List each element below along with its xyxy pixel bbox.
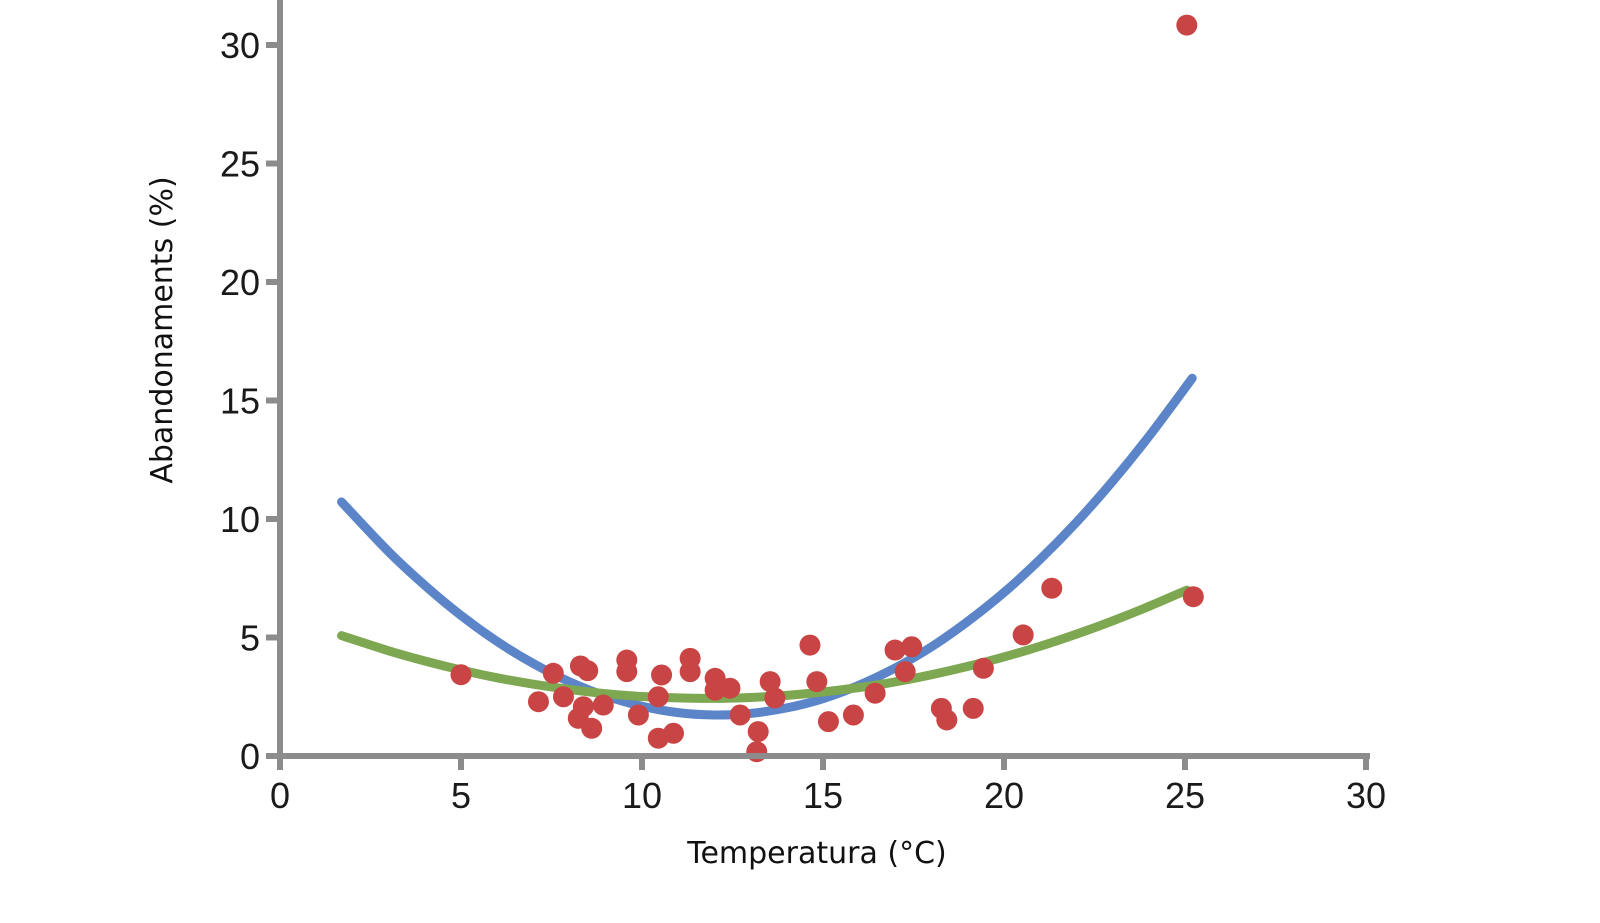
data-point bbox=[527, 691, 549, 713]
data-point bbox=[1041, 577, 1063, 599]
axes bbox=[271, 0, 1370, 765]
x-tick-label: 0 bbox=[270, 775, 290, 816]
data-point bbox=[884, 639, 906, 661]
y-tick-label: 20 bbox=[220, 262, 260, 303]
data-point bbox=[542, 662, 564, 684]
data-point bbox=[552, 686, 574, 708]
data-point bbox=[679, 661, 701, 683]
data-point bbox=[651, 664, 673, 686]
data-point bbox=[1176, 14, 1198, 36]
y-tick-label: 0 bbox=[240, 736, 260, 777]
x-axis-title: Temperatura (°C) bbox=[686, 836, 947, 871]
y-ticks: 0 5 10 15 20 25 30 bbox=[220, 25, 280, 777]
x-tick-label: 10 bbox=[622, 775, 662, 816]
data-point bbox=[806, 671, 828, 693]
data-point bbox=[894, 661, 916, 683]
y-axis-title: Abandonaments (%) bbox=[145, 176, 180, 483]
x-tick-label: 15 bbox=[803, 775, 843, 816]
y-tick-label: 30 bbox=[220, 25, 260, 66]
data-point bbox=[747, 721, 769, 743]
data-point bbox=[901, 636, 923, 658]
data-point bbox=[1182, 586, 1204, 608]
x-tick-label: 5 bbox=[451, 775, 471, 816]
data-point bbox=[647, 686, 669, 708]
data-point bbox=[581, 717, 603, 739]
data-point bbox=[962, 697, 984, 719]
x-ticks: 0 5 10 15 20 25 30 bbox=[270, 756, 1386, 816]
data-point bbox=[759, 671, 781, 693]
x-tick-label: 30 bbox=[1346, 775, 1386, 816]
scatter-points bbox=[450, 14, 1204, 763]
y-tick-label: 10 bbox=[220, 499, 260, 540]
y-tick-label: 25 bbox=[220, 144, 260, 185]
data-point bbox=[842, 704, 864, 726]
data-point bbox=[799, 634, 821, 656]
data-point bbox=[817, 711, 839, 733]
data-point bbox=[592, 694, 614, 716]
data-point bbox=[450, 664, 472, 686]
fit-curves bbox=[337, 373, 1197, 720]
data-point bbox=[627, 704, 649, 726]
data-point bbox=[864, 682, 886, 704]
data-point bbox=[577, 660, 599, 682]
data-point bbox=[719, 677, 741, 699]
blue-fit-line bbox=[337, 373, 1197, 720]
data-point bbox=[972, 657, 994, 679]
y-tick-label: 5 bbox=[240, 618, 260, 659]
data-point bbox=[936, 709, 958, 731]
data-point bbox=[764, 687, 786, 709]
data-point bbox=[662, 722, 684, 744]
x-tick-label: 25 bbox=[1165, 775, 1205, 816]
data-point bbox=[616, 661, 638, 683]
data-point bbox=[729, 704, 751, 726]
data-point bbox=[1012, 624, 1034, 646]
data-point bbox=[746, 741, 768, 763]
x-tick-label: 20 bbox=[984, 775, 1024, 816]
y-tick-label: 15 bbox=[220, 381, 260, 422]
